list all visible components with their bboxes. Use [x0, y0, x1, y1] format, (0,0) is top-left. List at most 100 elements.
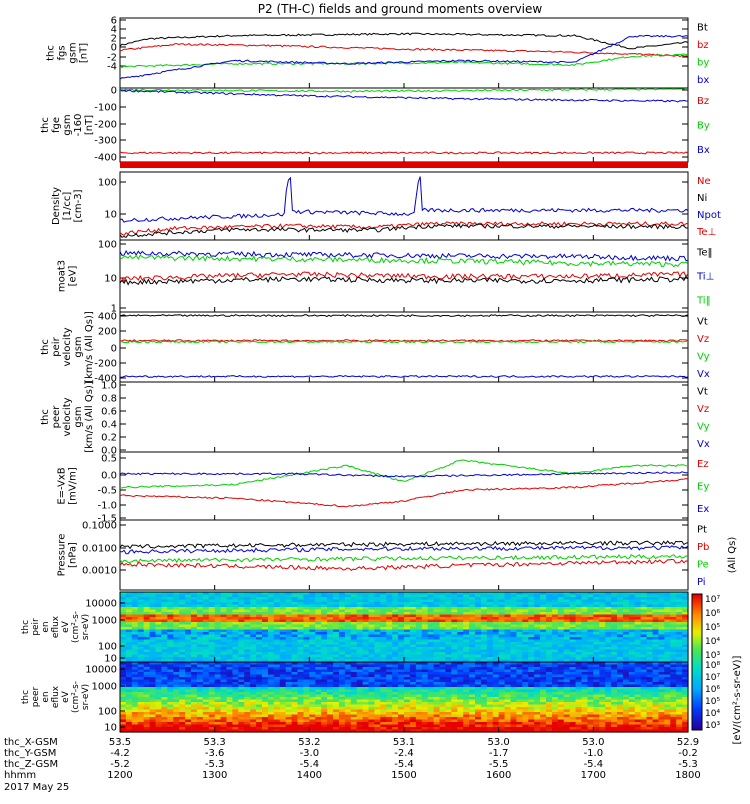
legend-Ti‖: Ti‖	[696, 296, 711, 307]
ylabel-line: thc	[40, 339, 51, 355]
legend-Ti⊥: Ti⊥	[696, 272, 714, 283]
legend-Bx: Bx	[697, 145, 710, 156]
ylabel-line: [mV/m]	[68, 467, 79, 505]
ylabel-line: thc	[40, 117, 51, 133]
y-tick-label: -300	[94, 136, 117, 147]
y-tick-label: 400	[98, 312, 117, 323]
ylabel-line: [eV]	[68, 266, 79, 287]
legend-Vz: Vz	[697, 334, 709, 345]
legend-Vy: Vy	[697, 421, 710, 432]
legend-bz: bz	[697, 40, 709, 51]
legend-Bt: Bt	[697, 22, 708, 33]
legend-Vz: Vz	[697, 404, 709, 415]
panel-frame	[120, 312, 688, 382]
ylabel-line: [km/s (All Qs)]	[84, 381, 95, 453]
y-tick-label: 0.5	[101, 454, 117, 465]
panel-frame	[120, 520, 688, 590]
legend-Npot: Npot	[697, 210, 721, 221]
legend-Te‖: Te‖	[696, 248, 713, 259]
y-tick-label: 0	[111, 344, 117, 355]
ylabel-line: [cm-3]	[73, 189, 84, 222]
ylabel-line: thc	[21, 620, 31, 634]
y-tick-label: 0	[111, 86, 117, 97]
legend-Pe: Pe	[697, 559, 709, 570]
legend-bx: bx	[697, 75, 709, 86]
ylabel-line: thc	[46, 45, 57, 61]
panel-frame	[120, 172, 688, 240]
panel-pressure: Pressure[nPa]0.10000.01000.0010PtPbPePi(…	[57, 520, 739, 590]
y-tick-label: 10000	[85, 599, 117, 610]
y-tick-label: 100	[98, 642, 117, 653]
ylabel-line: fge	[51, 117, 62, 133]
legend-By: By	[697, 121, 710, 132]
y-tick-label: 1.0	[101, 381, 117, 392]
panel-frame	[120, 382, 688, 452]
legend-Vx: Vx	[697, 369, 710, 380]
ylabel-line: thc	[40, 409, 51, 425]
ylabel-line: (cm²-s-	[71, 611, 81, 643]
ylabel-line: gsm	[73, 406, 84, 427]
ylabel-line: fgs	[57, 45, 68, 60]
y-tick-label: -200	[94, 359, 117, 370]
y-tick-label: -100	[94, 103, 117, 114]
ylabel-line: [nT]	[79, 43, 90, 63]
ylabel-line: moat3	[57, 260, 68, 292]
legend-Ni: Ni	[697, 193, 707, 204]
ylabel-line: Pressure	[57, 534, 68, 577]
y-tick-label: -200	[94, 120, 117, 131]
legend-Pt: Pt	[697, 524, 707, 535]
panel-frame	[120, 88, 688, 162]
y-tick-label: 0.0	[101, 471, 117, 482]
y-tick-label: 10	[104, 654, 117, 665]
legend-by: by	[697, 57, 709, 68]
y-tick-label: 10	[104, 274, 117, 285]
legend-Vy: Vy	[697, 351, 710, 362]
ylabel-line: eV	[61, 620, 71, 633]
plot-title: P2 (TH-C) fields and ground moments over…	[258, 2, 543, 16]
legend-Bz: Bz	[697, 96, 709, 107]
ylabel-line: velocity	[62, 327, 73, 366]
y-tick-label: 100	[98, 178, 117, 189]
legend-Te⊥: Te⊥	[696, 227, 716, 238]
y-tick-label: -0.5	[97, 486, 117, 497]
side-label: (All Qs)	[727, 537, 738, 574]
legend-Vt: Vt	[697, 316, 708, 327]
ylabel-line: [1/cc]	[62, 192, 73, 221]
y-tick-label: 0.2	[101, 433, 117, 444]
y-tick-label: 200	[98, 327, 117, 338]
y-tick-label: -1.0	[97, 501, 117, 512]
ylabel-line: peir	[51, 336, 62, 356]
ylabel-line: [km/s (All Qs)]	[84, 311, 95, 383]
ylabel-line: eflux	[51, 615, 61, 638]
y-tick-label: 0.4	[101, 420, 117, 431]
ylabel-line: Density	[51, 187, 62, 225]
ylabel-line: en	[41, 621, 51, 632]
ylabel-line: [nPa]	[68, 542, 79, 568]
panel-frame	[120, 452, 688, 520]
y-tick-label: 0.0100	[82, 544, 117, 555]
y-tick-label: 1000	[92, 616, 117, 627]
ylabel-line: gsm	[68, 42, 79, 63]
legend-Pi: Pi	[697, 577, 706, 588]
legend-Vt: Vt	[697, 386, 708, 397]
ylabel-line: peir	[31, 618, 41, 636]
y-tick-label: 0.1000	[82, 521, 117, 532]
ylabel-line: gsm	[73, 336, 84, 357]
y-tick-label: 100	[98, 240, 117, 251]
y-tick-label: 0.8	[101, 394, 117, 405]
y-tick-label: 10	[104, 210, 117, 221]
fge-red-band	[120, 162, 688, 168]
y-tick-label: -400	[94, 153, 117, 164]
y-tick-label: -4	[107, 62, 117, 73]
